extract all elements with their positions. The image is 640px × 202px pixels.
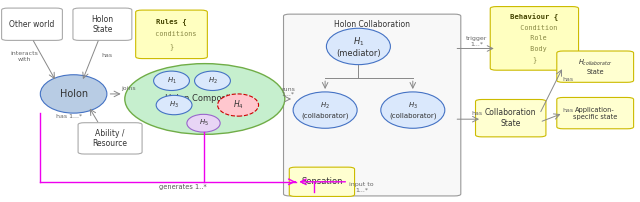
Text: Holon: Holon	[60, 89, 88, 99]
Ellipse shape	[125, 64, 285, 134]
Text: has 1...*: has 1...*	[56, 114, 82, 119]
Text: }: }	[532, 57, 536, 63]
Text: joins: joins	[121, 86, 135, 91]
FancyBboxPatch shape	[2, 8, 63, 40]
Text: Sensation: Sensation	[301, 177, 342, 186]
Ellipse shape	[326, 28, 390, 65]
Text: Holon
State: Holon State	[92, 15, 113, 34]
Text: Holon Collaboration: Holon Collaboration	[334, 20, 410, 29]
Text: Application-
specific state: Application- specific state	[573, 107, 618, 120]
Text: Role: Role	[522, 35, 547, 41]
Text: $H_2$
(collaborator): $H_2$ (collaborator)	[301, 101, 349, 119]
Text: has: has	[101, 53, 113, 58]
FancyBboxPatch shape	[557, 51, 634, 82]
Text: Rules {: Rules {	[156, 18, 187, 25]
FancyBboxPatch shape	[476, 100, 546, 137]
Text: Condition: Condition	[512, 25, 557, 31]
FancyBboxPatch shape	[284, 14, 461, 196]
FancyBboxPatch shape	[73, 8, 132, 40]
Text: Collaboration
State: Collaboration State	[485, 108, 536, 128]
FancyBboxPatch shape	[289, 167, 355, 196]
Ellipse shape	[156, 95, 192, 115]
Text: has: has	[563, 77, 574, 82]
Ellipse shape	[195, 71, 230, 90]
Text: Ability /
Resource: Ability / Resource	[93, 129, 127, 148]
Ellipse shape	[154, 71, 189, 90]
Text: runs
1...*: runs 1...*	[281, 86, 295, 97]
Text: $H_{collaborator}$
State: $H_{collaborator}$ State	[578, 58, 612, 75]
Text: $H_3$: $H_3$	[169, 100, 179, 110]
Text: input to
1...*: input to 1...*	[349, 182, 374, 193]
Ellipse shape	[381, 92, 445, 128]
Ellipse shape	[40, 75, 107, 113]
Text: $H_3$
(collaborator): $H_3$ (collaborator)	[389, 101, 436, 119]
FancyBboxPatch shape	[136, 10, 207, 59]
Text: trigger
1...*: trigger 1...*	[466, 36, 488, 47]
Ellipse shape	[187, 114, 220, 132]
Text: conditions: conditions	[147, 31, 196, 37]
Text: has: has	[471, 111, 483, 116]
Text: has: has	[563, 108, 574, 113]
FancyBboxPatch shape	[557, 98, 634, 129]
Text: $H_1$
(mediator): $H_1$ (mediator)	[336, 35, 381, 58]
Ellipse shape	[293, 92, 357, 128]
Text: $H_4$: $H_4$	[233, 99, 243, 111]
Text: Behaviour {: Behaviour {	[510, 13, 559, 21]
FancyBboxPatch shape	[78, 123, 142, 154]
Text: interacts
with: interacts with	[10, 51, 38, 62]
Text: $H_5$: $H_5$	[198, 118, 209, 128]
Text: $H_1$: $H_1$	[166, 76, 177, 86]
Text: $H_2$: $H_2$	[207, 76, 218, 86]
Text: }: }	[170, 44, 173, 50]
Text: Holon Composition: Holon Composition	[165, 95, 244, 103]
Text: Other world: Other world	[10, 20, 54, 29]
FancyBboxPatch shape	[490, 6, 579, 70]
Ellipse shape	[218, 94, 259, 116]
Text: Body: Body	[522, 46, 547, 52]
Text: generates 1..*: generates 1..*	[159, 184, 206, 190]
